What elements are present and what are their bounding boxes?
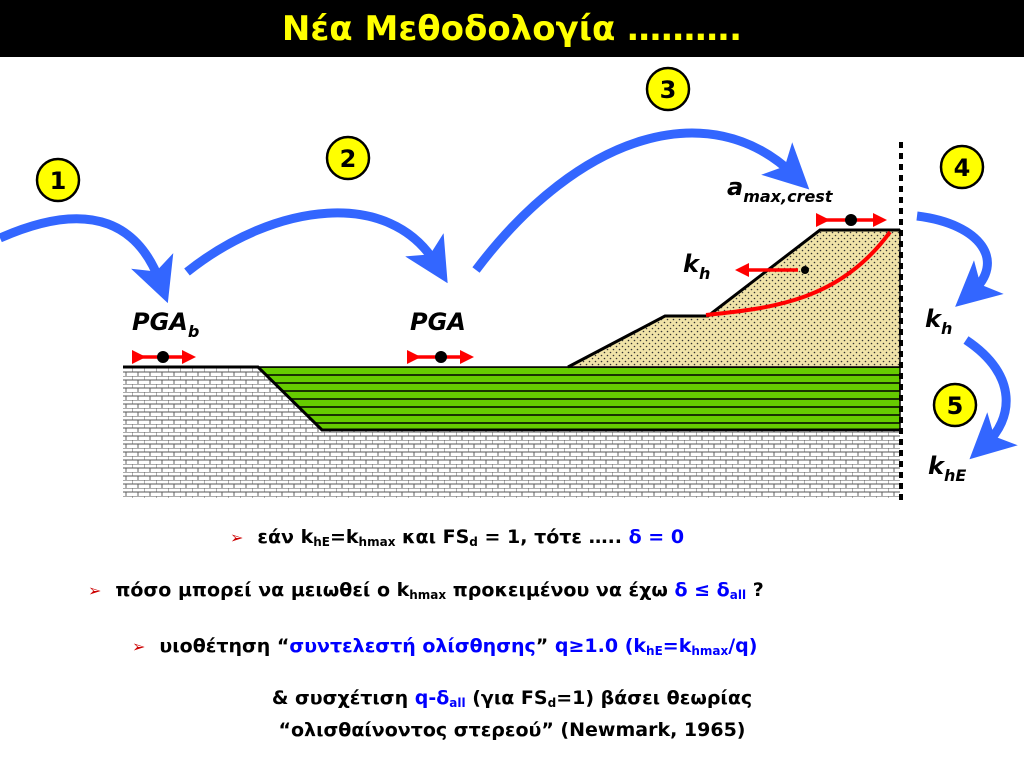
arrow-step-1 [0,214,174,304]
step-badge-4: 4 [939,144,985,190]
svg-text:4: 4 [954,154,971,182]
bullet-text-1: εάν khE=khmax και FSd = 1, τότε ….. δ = … [257,526,684,548]
bullet-3: ➢ υιοθέτηση “συντελεστή ολίσθησης” q≥1.0 … [132,634,757,659]
subscript-run: hmax [358,535,396,549]
text-run: δ ≤ δ [674,579,730,601]
arrow-step-3 [472,128,810,273]
text-run: = 1, τότε ….. [477,526,629,548]
subscript-run: d [469,535,478,549]
text-run: q-δ [414,687,450,709]
amax-crest-label: amax,crest [727,173,834,206]
embankment-fill [567,229,901,368]
step-badge-2: 2 [325,135,371,181]
subscript-run: hmax [409,588,447,602]
subscript-run: d [547,696,557,710]
subscript-run: hmax [691,644,729,658]
bedrock-layer [123,367,900,498]
bullet-marker-2: ➢ [88,581,102,600]
arrow-step-4 [916,211,1004,307]
seismic-slope-diagram: 1 2 3 4 5 PGAb PGA amax,crest kh kh khE [0,66,1018,500]
bullet-1: ➢ εάν khE=khmax και FSd = 1, τότε ….. δ =… [230,525,684,550]
conclusion-line-2: “ολισθαίνοντος στερεού” (Newmark, 1965) [0,718,1024,742]
text-run: προκειμένου να έχω [446,579,675,601]
svg-text:5: 5 [947,392,964,420]
text-run: ” [535,635,555,657]
text-run: “ολισθαίνοντος στερεού” (Newmark, 1965) [278,719,746,741]
step-badge-5: 5 [932,382,978,428]
svg-text:3: 3 [660,76,677,104]
slide-title: Νέα Μεθοδολογία ………. [281,9,743,49]
svg-text:2: 2 [340,145,357,173]
subscript-run: all [729,588,747,602]
bullet-marker-3: ➢ [132,637,146,656]
text-run: q≥1.0 (k [554,635,647,657]
subscript-run: hE [313,535,330,549]
crest-point [845,214,857,226]
bullet-text-2: πόσο μπορεί να μειωθεί ο khmax προκειμέν… [115,579,763,601]
text-run: =k [329,526,359,548]
step-badge-3: 3 [645,66,691,112]
khe-label: khE [928,452,966,485]
arrow-step-5 [963,336,1018,460]
pga-b-label: PGAb [132,308,199,341]
bullet-text-3: υιοθέτηση “συντελεστή ολίσθησης” q≥1.0 (… [159,635,757,657]
text-run: (για FS [465,687,548,709]
pga-b-point [157,351,169,363]
ground-surface-line [123,365,900,432]
text-run: υιοθέτηση “ [159,635,290,657]
text-run: ? [746,579,764,601]
kh-side-label: kh [925,305,952,338]
title-bar: Νέα Μεθοδολογία ………. [0,0,1024,57]
subscript-run: all [449,696,466,710]
bullet-2: ➢ πόσο μπορεί να μειωθεί ο khmax προκειμέ… [88,578,764,603]
text-run: εάν k [257,526,314,548]
text-run: συντελεστή ολίσθησης [289,635,536,657]
text-run: /q) [728,635,758,657]
conclusion-line-1: & συσχέτιση q-δall (για FSd=1) βάσει θεω… [0,686,1024,710]
svg-text:1: 1 [50,167,67,195]
text-run: =k [662,635,692,657]
sliding-surface [705,230,892,317]
text-run: & συσχέτιση [271,687,415,709]
green-soil-layer [256,366,901,431]
subscript-run: hE [646,644,663,658]
text-run: πόσο μπορεί να μειωθεί ο k [115,579,410,601]
text-run: δ = 0 [628,526,685,548]
step-badge-1: 1 [35,157,81,203]
text-run: και FS [395,526,470,548]
pga-label: PGA [410,308,466,336]
kh-slope-label: kh [683,250,710,283]
sliding-mass-centroid [801,266,809,274]
pga-point [435,351,447,363]
text-run: =1) βάσει θεωρίας [556,687,753,709]
arrow-step-2 [184,208,448,284]
bullet-marker-1: ➢ [230,528,244,547]
